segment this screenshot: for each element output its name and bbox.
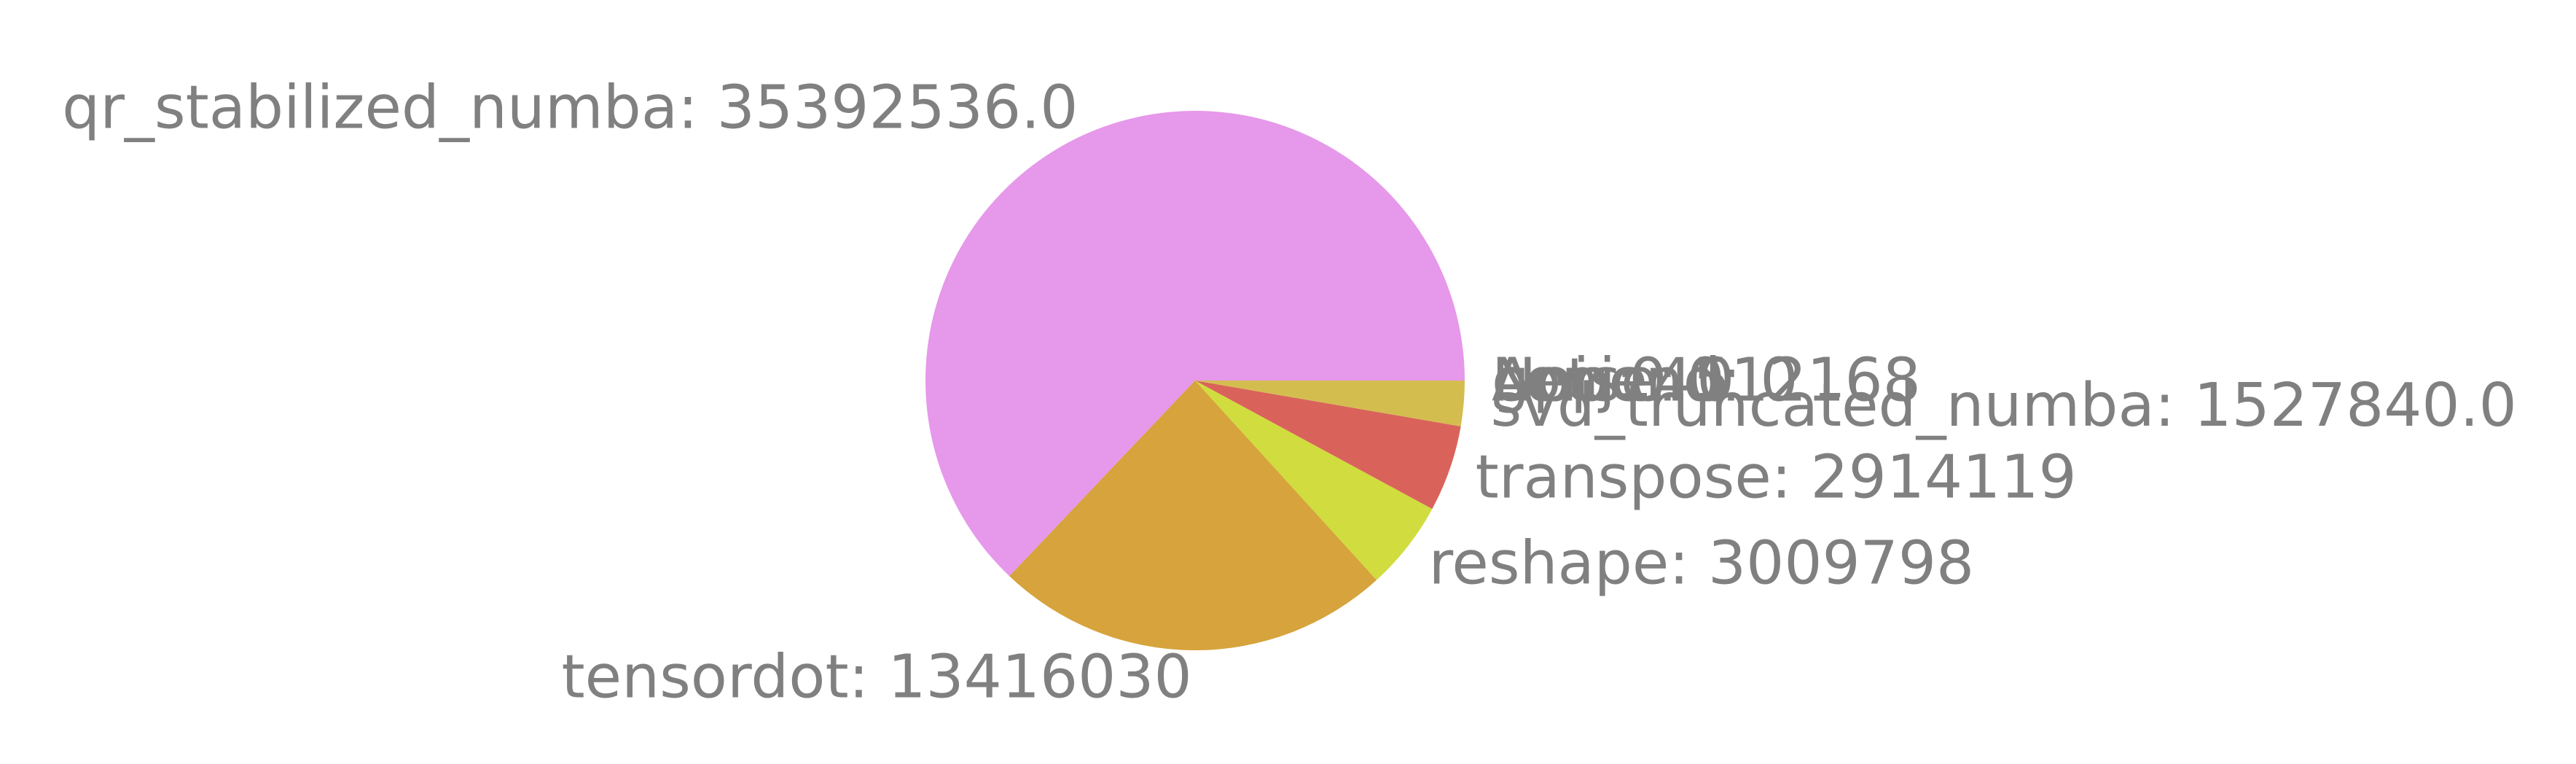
pie-label-append: Append: 0 <box>1492 346 1798 416</box>
pie-label-tensordot: tensordot: 13416030 <box>562 643 1192 712</box>
pie-label-transpose: transpose: 2914119 <box>1476 443 2077 512</box>
pie-label-qr-stabilized-numba: qr_stabilized_numba: 35392536.0 <box>62 74 1078 143</box>
pie-slices <box>925 111 1465 650</box>
pie-label-reshape: reshape: 3009798 <box>1429 529 1975 598</box>
